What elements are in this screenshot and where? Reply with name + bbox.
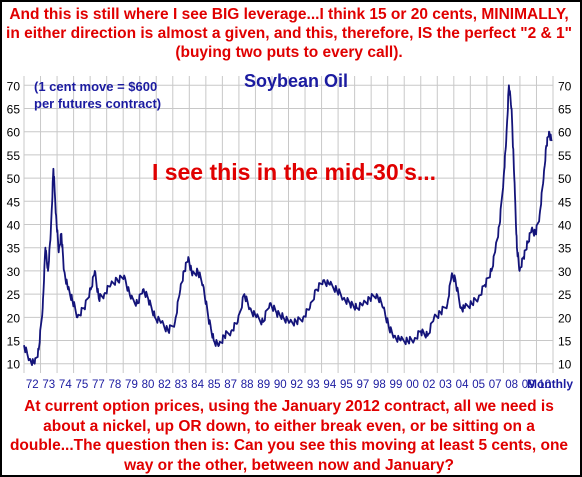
y-tick-label-left: 15 xyxy=(7,335,21,349)
y-tick-label-right: 45 xyxy=(558,195,572,209)
y-tick-label-left: 35 xyxy=(7,242,21,256)
y-tick-label-left: 70 xyxy=(7,79,21,93)
y-tick-label-left: 55 xyxy=(7,149,21,163)
y-tick-label-right: 35 xyxy=(558,242,572,256)
grid xyxy=(23,76,554,373)
x-tick-label: 84 xyxy=(191,379,204,391)
x-tick-label: 92 xyxy=(290,379,303,391)
x-tick-label: 80 xyxy=(142,379,155,391)
x-tick-label: 79 xyxy=(125,379,138,391)
x-tick-label: 00 xyxy=(406,379,419,391)
x-tick-label: 03 xyxy=(439,379,452,391)
x-tick-label: 95 xyxy=(340,379,353,391)
x-tick-label: 97 xyxy=(356,379,369,391)
y-tick-label-left: 10 xyxy=(7,358,21,372)
x-tick-label: 09 xyxy=(522,379,535,391)
y-tick-label-left: 60 xyxy=(7,126,21,140)
x-tick-label: 73 xyxy=(42,379,55,391)
y-tick-label-left: 25 xyxy=(7,288,21,302)
x-tick-label: 02 xyxy=(423,379,436,391)
x-tick-label: 05 xyxy=(472,379,485,391)
x-tick-label: 74 xyxy=(59,379,72,391)
y-tick-label-right: 70 xyxy=(558,79,572,93)
x-tick-label: 83 xyxy=(175,379,188,391)
x-tick-label: 04 xyxy=(456,379,469,391)
x-tick-label: 85 xyxy=(208,379,221,391)
x-unit-label: Monthly xyxy=(527,377,573,391)
x-tick-label: 90 xyxy=(274,379,287,391)
x-tick-label: 10 xyxy=(538,379,551,391)
y-tick-label-right: 25 xyxy=(558,288,572,302)
y-tick-label-right: 55 xyxy=(558,149,572,163)
y-tick-label-left: 40 xyxy=(7,219,21,233)
y-tick-label-right: 20 xyxy=(558,311,572,325)
x-tick-label: 93 xyxy=(307,379,320,391)
y-tick-label-left: 30 xyxy=(7,265,21,279)
bottom-commentary: At current option prices, using the Janu… xyxy=(9,398,569,474)
x-tick-label: 89 xyxy=(257,379,270,391)
forecast-annotation: I see this in the mid-30's... xyxy=(152,159,436,185)
contract-note-line-2: per futures contract) xyxy=(34,96,161,111)
chart-title: Soybean Oil xyxy=(244,71,348,91)
x-tick-label: 75 xyxy=(75,379,88,391)
x-tick-label: 99 xyxy=(390,379,403,391)
y-tick-label-left: 50 xyxy=(7,172,21,186)
x-tick-label: 78 xyxy=(109,379,122,391)
y-tick-label-left: 45 xyxy=(7,195,21,209)
y-tick-label-right: 10 xyxy=(558,358,572,372)
x-tick-label: 87 xyxy=(224,379,237,391)
x-tick-label: 08 xyxy=(505,379,518,391)
y-tick-label-right: 15 xyxy=(558,335,572,349)
soybean-oil-chart: 10 15 20 25 30 35 40 45 50 55 60 65 70 10 15 20 25 30 35 4… xyxy=(7,71,574,391)
y-tick-label-right: 30 xyxy=(558,265,572,279)
x-axis: 72 73 74 75 77 78 79 80 82 83 84 85 87 88 89 90 92 93 94 95… xyxy=(26,379,551,391)
x-tick-label: 72 xyxy=(26,379,39,391)
x-tick-label: 94 xyxy=(323,379,336,391)
y-tick-label-right: 50 xyxy=(558,172,572,186)
y-axis-right: 10 15 20 25 30 35 40 45 50 55 60 65 70 xyxy=(558,79,572,371)
x-tick-label: 07 xyxy=(489,379,502,391)
x-tick-label: 88 xyxy=(241,379,254,391)
x-tick-label: 77 xyxy=(92,379,105,391)
y-tick-label-right: 40 xyxy=(558,219,572,233)
x-tick-label: 98 xyxy=(373,379,386,391)
x-tick-label: 82 xyxy=(158,379,171,391)
contract-note-line-1: (1 cent move = $600 xyxy=(34,79,157,94)
y-tick-label-right: 65 xyxy=(558,102,572,116)
y-tick-label-left: 65 xyxy=(7,102,21,116)
y-tick-label-left: 20 xyxy=(7,311,21,325)
price-line xyxy=(23,84,553,366)
top-commentary: And this is still where I see BIG levera… xyxy=(6,6,572,61)
y-axis-left: 10 15 20 25 30 35 40 45 50 55 60 65 70 xyxy=(7,79,21,371)
y-tick-label-right: 60 xyxy=(558,126,572,140)
